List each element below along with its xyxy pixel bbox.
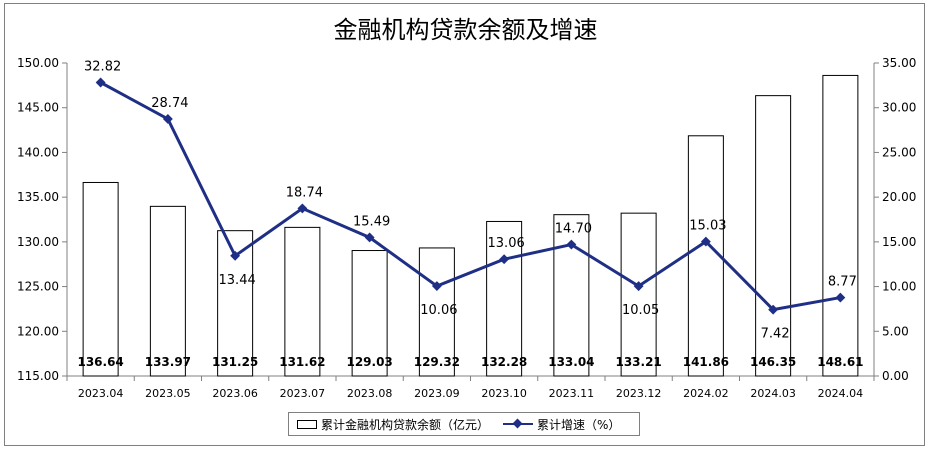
y-left-tick-label: 150.00 — [17, 56, 59, 70]
x-tick-label: 2023.10 — [481, 387, 527, 400]
growth-value-label: 15.03 — [689, 219, 726, 234]
bar-value-label: 133.21 — [615, 355, 661, 369]
y-right-tick-label: 25.00 — [882, 145, 916, 159]
growth-point — [835, 292, 846, 303]
growth-value-label: 32.82 — [84, 59, 121, 74]
y-right-tick-label: 10.00 — [882, 280, 916, 294]
bar — [149, 205, 186, 377]
bar — [553, 214, 590, 377]
x-tick-label: 2024.02 — [683, 387, 729, 400]
bar-value-label: 141.86 — [683, 355, 729, 369]
legend-line-label: 累计增速（%） — [537, 417, 621, 432]
y-left-tick-label: 120.00 — [17, 324, 59, 338]
bar — [82, 181, 119, 377]
x-tick-label: 2023.11 — [549, 387, 595, 400]
bar-value-label: 133.04 — [548, 355, 594, 369]
y-right-tick-label: 0.00 — [882, 369, 909, 383]
growth-value-label: 18.74 — [286, 185, 323, 200]
bar-value-label: 136.64 — [77, 355, 123, 369]
x-tick-label: 2023.07 — [280, 387, 326, 400]
bar — [620, 212, 657, 377]
growth-point — [230, 250, 241, 261]
legend: 累计金融机构贷款余额（亿元） 累计增速（%） — [288, 412, 640, 436]
growth-point — [700, 236, 711, 247]
x-tick-label: 2023.12 — [616, 387, 662, 400]
legend-line-swatch — [503, 419, 534, 429]
y-left-tick-label: 145.00 — [17, 101, 59, 115]
y-right-tick-label: 30.00 — [882, 101, 916, 115]
y-left-tick-label: 125.00 — [17, 280, 59, 294]
growth-value-label: 10.05 — [622, 303, 659, 318]
legend-bar-label: 累计金融机构贷款余额（亿元） — [321, 417, 490, 432]
bar-value-label: 146.35 — [750, 355, 796, 369]
growth-point — [566, 239, 577, 250]
legend-bar-swatch — [297, 419, 317, 429]
y-left-tick-label: 130.00 — [17, 235, 59, 249]
bar — [418, 247, 455, 377]
x-tick-label: 2024.03 — [750, 387, 796, 400]
bar-value-label: 131.25 — [212, 355, 258, 369]
bar-value-label: 148.61 — [817, 355, 863, 369]
y-right-tick-label: 15.00 — [882, 235, 916, 249]
growth-point — [95, 77, 106, 88]
x-tick-label: 2023.04 — [78, 387, 124, 400]
growth-value-label: 8.77 — [828, 275, 857, 290]
growth-value-label: 13.06 — [488, 236, 525, 251]
growth-value-label: 14.70 — [555, 222, 592, 237]
bar-value-label: 132.28 — [481, 355, 527, 369]
growth-point — [499, 254, 510, 265]
bar-value-label: 129.32 — [414, 355, 460, 369]
bar-value-label: 131.62 — [279, 355, 325, 369]
y-right-tick-label: 5.00 — [882, 324, 909, 338]
growth-line — [99, 81, 841, 312]
bar-value-label: 133.97 — [145, 355, 191, 369]
bar — [486, 220, 523, 377]
bar — [284, 226, 321, 377]
growth-point — [633, 281, 644, 292]
growth-value-label: 10.06 — [420, 303, 457, 318]
y-left-tick-label: 140.00 — [17, 145, 59, 159]
bar — [822, 74, 859, 377]
x-tick-label: 2024.04 — [818, 387, 864, 400]
chart-title: 金融机构贷款余额及增速 — [333, 16, 598, 44]
x-tick-label: 2023.09 — [414, 387, 460, 400]
growth-point — [297, 203, 308, 214]
growth-point — [431, 281, 442, 291]
x-tick-label: 2023.05 — [145, 387, 191, 400]
growth-point — [364, 232, 375, 243]
bar-value-label: 129.03 — [346, 355, 392, 369]
x-tick-label: 2023.06 — [212, 387, 258, 400]
bar — [351, 250, 388, 377]
bar — [687, 135, 724, 377]
y-right-tick-label: 35.00 — [882, 56, 916, 70]
legend-item-bar: 累计金融机构贷款余额（亿元） — [297, 416, 489, 433]
growth-value-label: 28.74 — [151, 96, 188, 111]
growth-point — [162, 114, 173, 124]
legend-item-line: 累计增速（%） — [503, 416, 620, 433]
x-tick-label: 2023.08 — [347, 387, 393, 400]
y-right-tick-label: 20.00 — [882, 190, 916, 204]
growth-point — [768, 304, 779, 315]
bar — [755, 95, 792, 377]
growth-value-label: 13.44 — [219, 273, 256, 288]
growth-value-label: 15.49 — [353, 214, 390, 229]
growth-value-label: 7.42 — [761, 327, 790, 342]
y-left-tick-label: 115.00 — [17, 369, 59, 383]
y-left-tick-label: 135.00 — [17, 190, 59, 204]
